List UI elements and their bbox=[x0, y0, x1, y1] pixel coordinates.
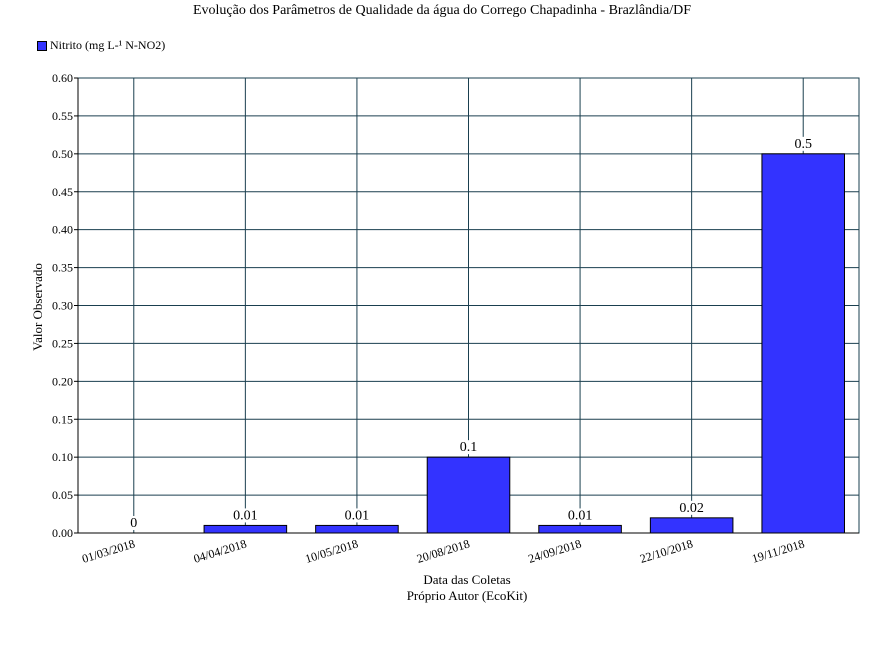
bar bbox=[203, 524, 288, 534]
y-tick-label: 0.45 bbox=[52, 185, 73, 199]
x-tick-label: 20/08/2018 bbox=[415, 536, 471, 565]
chart-title: Evolução dos Parâmetros de Qualidade da … bbox=[192, 3, 691, 18]
bar bbox=[538, 524, 622, 534]
y-tick-label: 0.50 bbox=[52, 147, 73, 161]
x-axis-title: Data das Coletas bbox=[423, 572, 510, 587]
y-tick-label: 0.00 bbox=[52, 526, 73, 540]
bar bbox=[426, 456, 511, 534]
source-note: Próprio Autor (EcoKit) bbox=[407, 588, 528, 603]
bar bbox=[761, 153, 845, 534]
bars bbox=[203, 153, 845, 534]
data-label: 0.1 bbox=[460, 440, 478, 455]
data-label-bg bbox=[339, 508, 374, 523]
legend-label: Nitrito (mg L-¹ N-NO2) bbox=[50, 38, 166, 52]
data-label-bg bbox=[127, 516, 141, 530]
y-tick-label: 0.60 bbox=[52, 71, 73, 85]
x-tick-label: 04/04/2018 bbox=[192, 536, 248, 565]
data-label-bg bbox=[674, 500, 709, 515]
data-labels: 0 0.01 0.01 0.1 0.01 0.02 0.5 bbox=[127, 136, 817, 531]
x-tick-label: 01/03/2018 bbox=[80, 536, 136, 565]
y-tick-label: 0.35 bbox=[52, 261, 73, 275]
bar bbox=[649, 517, 734, 534]
x-tick-label: 22/10/2018 bbox=[638, 536, 694, 565]
data-label: 0.01 bbox=[568, 508, 593, 523]
data-label: 0.01 bbox=[233, 508, 258, 523]
y-tick-label: 0.40 bbox=[52, 223, 73, 237]
data-label-bg bbox=[228, 508, 263, 523]
x-ticks: 01/03/2018 04/04/2018 10/05/2018 20/08/2018… bbox=[80, 536, 806, 565]
legend-swatch bbox=[37, 40, 47, 51]
y-tick-label: 0.05 bbox=[52, 488, 73, 502]
y-ticks: 0.00 0.05 0.10 0.15 0.20 0.25 0.30 0.35 0.40 0.45… bbox=[52, 71, 78, 540]
y-tick-label: 0.30 bbox=[52, 299, 73, 313]
x-tick-label: 19/11/2018 bbox=[750, 536, 806, 565]
y-tick-label: 0.55 bbox=[52, 109, 73, 123]
bar bbox=[315, 524, 399, 534]
data-label: 0.02 bbox=[679, 501, 704, 516]
y-axis-title: Valor Observado bbox=[30, 263, 45, 351]
y-tick-label: 0.20 bbox=[52, 374, 73, 388]
data-label: 0.5 bbox=[794, 137, 812, 152]
data-label-bg bbox=[455, 440, 482, 455]
data-label: 0.01 bbox=[345, 508, 370, 523]
legend: Nitrito (mg L-¹ N-NO2) bbox=[37, 38, 165, 53]
y-tick-label: 0.25 bbox=[52, 336, 73, 350]
y-tick-label: 0.15 bbox=[52, 412, 73, 426]
y-tick-label: 0.10 bbox=[52, 450, 73, 464]
x-tick-label: 10/05/2018 bbox=[303, 536, 359, 565]
data-label: 0 bbox=[130, 516, 137, 531]
x-tick-label: 24/09/2018 bbox=[527, 536, 583, 565]
data-label-bg bbox=[563, 508, 598, 523]
data-label-bg bbox=[789, 136, 817, 151]
